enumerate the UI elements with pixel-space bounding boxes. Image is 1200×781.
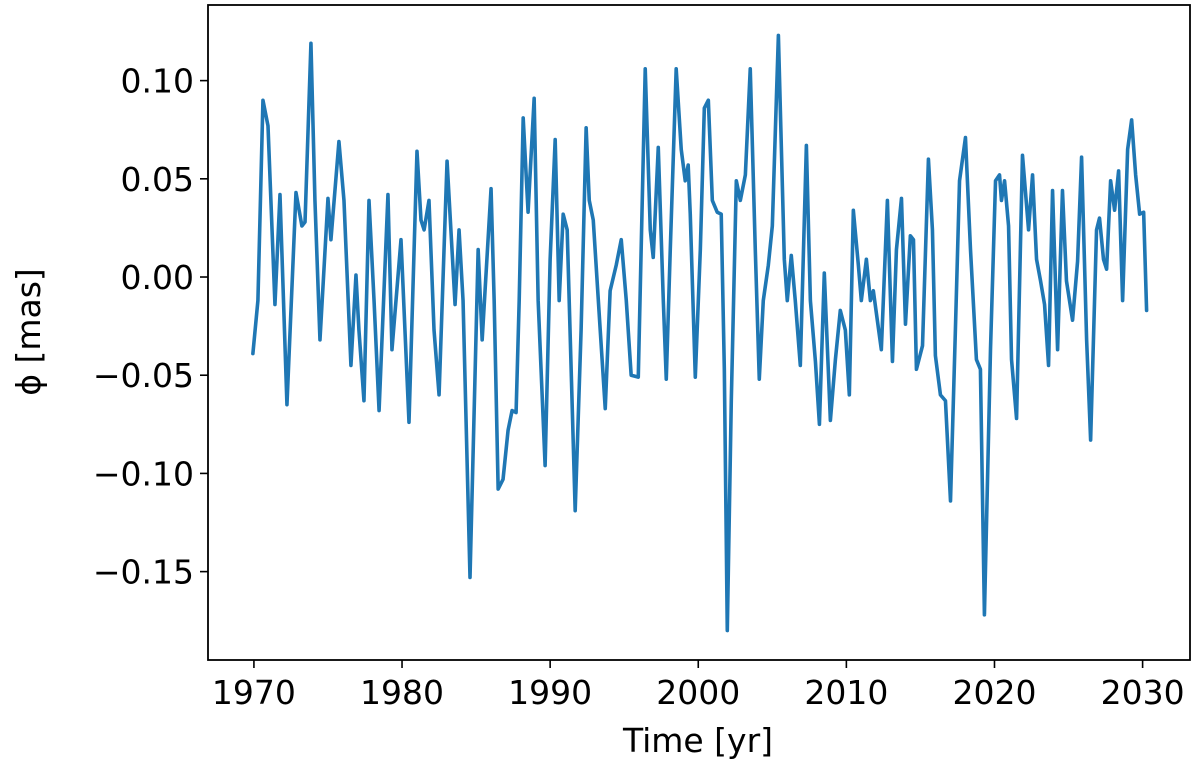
y-tick-label: −0.15 xyxy=(93,553,194,592)
y-tick-label: 0.10 xyxy=(121,62,194,101)
x-tick-label: 1990 xyxy=(508,673,592,712)
y-axis-label: ϕ [mas] xyxy=(9,268,48,396)
x-tick-label: 1970 xyxy=(212,673,296,712)
y-tick-label: 0.00 xyxy=(121,258,194,297)
x-tick-label: 2000 xyxy=(656,673,740,712)
y-tick-label: −0.10 xyxy=(93,454,194,493)
y-tick-label: −0.05 xyxy=(93,356,194,395)
x-tick-label: 2010 xyxy=(804,673,888,712)
x-tick-label: 2020 xyxy=(952,673,1036,712)
x-tick-label: 1980 xyxy=(360,673,444,712)
x-axis-label: Time [yr] xyxy=(622,721,773,760)
plot-frame xyxy=(207,4,1191,661)
data-line xyxy=(251,33,1149,633)
y-tick-label: 0.05 xyxy=(121,160,194,199)
x-tick-label: 2030 xyxy=(1101,673,1185,712)
